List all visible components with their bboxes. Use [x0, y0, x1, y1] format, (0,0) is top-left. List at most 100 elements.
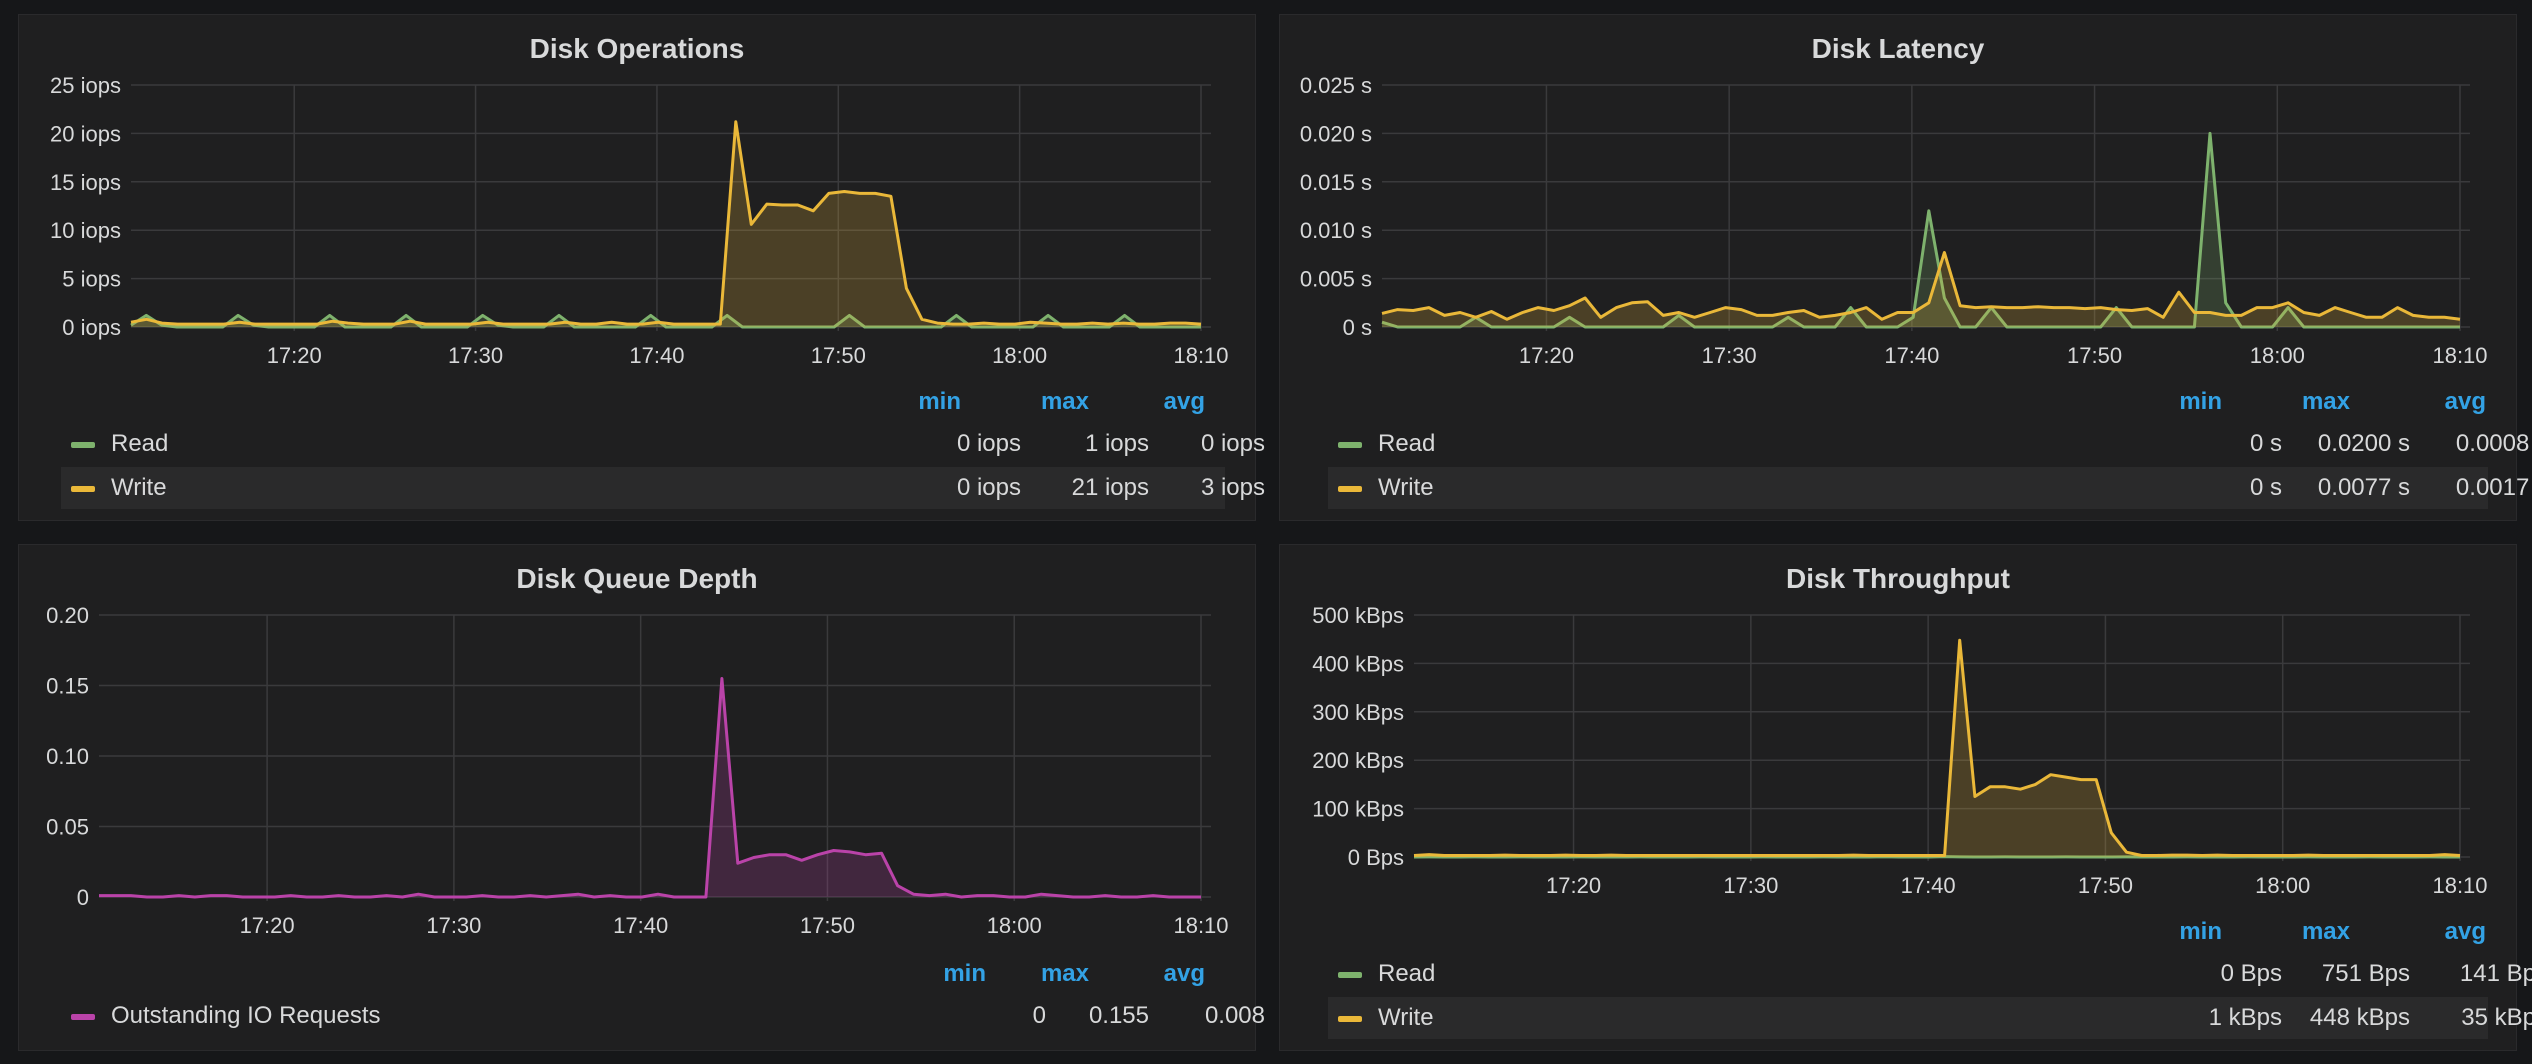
- x-tick-label: 18:00: [987, 913, 1042, 938]
- legend-header-min[interactable]: min: [2179, 388, 2222, 415]
- legend-item-label: Read: [1378, 960, 1436, 987]
- write-series-swatch: [1338, 1016, 1362, 1022]
- panel-disk-latency: Disk Latency 0 s 0.005 s 0.010 s 0.015 s 0.0…: [1279, 14, 2532, 521]
- series-area-outstanding-io-requests: [99, 678, 1201, 897]
- panel-title[interactable]: Disk Operations: [529, 33, 745, 64]
- legend-item-write[interactable]: Write 1 kBps 448 kBps 35 kBps: [1328, 997, 2532, 1039]
- legend-header-max[interactable]: max: [2301, 918, 2350, 945]
- x-tick-label: 18:10: [1173, 343, 1228, 368]
- series-line-read: [1381, 131, 2460, 329]
- legend-value-max: 21 iops: [1071, 474, 1149, 501]
- x-tick-label: 17:30: [426, 913, 481, 938]
- x-tick-label: 18:10: [2432, 343, 2487, 368]
- legend-header-min[interactable]: min: [943, 960, 986, 987]
- legend-header-avg[interactable]: avg: [1163, 960, 1205, 987]
- panel-disk-queue-depth: Disk Queue Depth 0 0.05 0.10 0.15 0.20 17:20 1…: [18, 544, 1265, 1051]
- chart-disk-queue-depth: 0 0.05 0.10 0.15 0.20 17:20 17:30 17:40 17:50 18:…: [46, 603, 1228, 938]
- x-tick-label: 18:00: [992, 343, 1047, 368]
- legend-value-avg: 0.0017 s: [2455, 474, 2532, 501]
- legend-header-avg[interactable]: avg: [2444, 388, 2486, 415]
- y-tick-label: 100 kBps: [1312, 797, 1404, 822]
- legend-value-avg: 35 kBps: [2461, 1004, 2532, 1031]
- chart-disk-latency: 0 s 0.005 s 0.010 s 0.015 s 0.020 s 0.025 s 17…: [1300, 73, 2488, 368]
- legend-value-min: 0 iops: [956, 474, 1021, 501]
- legend-header-max[interactable]: max: [1040, 388, 1089, 415]
- x-tick-label: 17:30: [1702, 343, 1757, 368]
- read-series-swatch: [1338, 972, 1362, 978]
- x-tick-label: 17:40: [1901, 873, 1956, 898]
- panel-title[interactable]: Disk Latency: [1811, 33, 1985, 64]
- legend-item-label: Write: [1378, 1004, 1434, 1031]
- legend-value-avg: 0.0008 s: [2455, 430, 2532, 457]
- x-tick-label: 17:30: [1723, 873, 1778, 898]
- legend-item-label: Outstanding IO Requests: [111, 1002, 381, 1029]
- series-line-write: [130, 120, 1202, 326]
- legend-value-min: 0: [1032, 1002, 1046, 1029]
- read-series-swatch: [1338, 442, 1362, 448]
- y-tick-label: 0 iops: [62, 315, 121, 340]
- x-tick-label: 17:20: [1546, 873, 1601, 898]
- panel-disk-operations: Disk Operations 0 iops 5 iops 10 iops 15 io…: [18, 14, 1265, 521]
- panel-title[interactable]: Disk Queue Depth: [516, 563, 758, 594]
- series-area-write: [1414, 640, 2460, 857]
- read-series-swatch: [71, 442, 95, 448]
- legend-value-min: 0 s: [2249, 430, 2282, 457]
- legend-header-max[interactable]: max: [1040, 960, 1089, 987]
- panel-disk-throughput: Disk Throughput 0 Bps 100 kBps 200 kBps 300…: [1279, 544, 2532, 1051]
- queue-series-swatch: [71, 1014, 95, 1020]
- y-tick-label: 300 kBps: [1312, 700, 1404, 725]
- legend-value-min: 0 s: [2249, 474, 2282, 501]
- legend-value-min: 0 Bps: [2220, 960, 2282, 987]
- y-tick-label: 20 iops: [50, 121, 121, 146]
- series-line-outstanding-io-requests: [99, 677, 1201, 899]
- write-series-swatch: [1338, 486, 1362, 492]
- legend-item-label: Read: [1378, 430, 1436, 457]
- series-line-write: [1413, 638, 2461, 857]
- y-tick-label: 200 kBps: [1312, 748, 1404, 773]
- legend-item-read[interactable]: Read 0 iops 1 iops 0 iops: [61, 423, 1265, 465]
- x-tick-label: 17:20: [1519, 343, 1574, 368]
- x-tick-label: 18:10: [1173, 913, 1228, 938]
- legend-header-avg[interactable]: avg: [1163, 388, 1205, 415]
- legend-header-avg[interactable]: avg: [2444, 918, 2486, 945]
- y-tick-label: 0 s: [1343, 315, 1372, 340]
- x-tick-label: 17:40: [1884, 343, 1939, 368]
- series-line-read: [130, 313, 1201, 329]
- legend-item-write[interactable]: Write 0 iops 21 iops 3 iops: [61, 467, 1265, 509]
- legend-item-read[interactable]: Read 0 s 0.0200 s 0.0008 s: [1328, 423, 2532, 465]
- y-tick-label: 0.10: [46, 744, 89, 769]
- legend-item-label: Write: [111, 474, 167, 501]
- x-tick-label: 17:40: [613, 913, 668, 938]
- x-tick-label: 17:50: [2067, 343, 2122, 368]
- chart-disk-operations: 0 iops 5 iops 10 iops 15 iops 20 iops 25 iops…: [50, 73, 1228, 368]
- legend-header-min[interactable]: min: [2179, 918, 2222, 945]
- legend-value-max: 0.0077 s: [2317, 474, 2410, 501]
- y-tick-label: 25 iops: [50, 73, 121, 98]
- x-tick-label: 17:40: [629, 343, 684, 368]
- legend-value-max: 0.0200 s: [2317, 430, 2410, 457]
- legend-value-max: 751 Bps: [2321, 960, 2410, 987]
- panel-title[interactable]: Disk Throughput: [1786, 563, 2010, 594]
- series-area-read: [1382, 133, 2460, 327]
- y-tick-label: 5 iops: [62, 267, 121, 292]
- legend-value-min: 1 kBps: [2208, 1004, 2282, 1031]
- x-tick-label: 18:00: [2250, 343, 2305, 368]
- legend-item-write[interactable]: Write 0 s 0.0077 s 0.0017 s: [1328, 467, 2532, 509]
- write-series-swatch: [71, 486, 95, 492]
- x-tick-label: 17:30: [448, 343, 503, 368]
- y-tick-label: 0 Bps: [1348, 845, 1404, 870]
- legend-value-min: 0 iops: [956, 430, 1021, 457]
- series-area-write: [131, 121, 1201, 327]
- y-tick-label: 500 kBps: [1312, 603, 1404, 628]
- legend-value-avg: 0.008: [1204, 1002, 1265, 1029]
- legend-item-read[interactable]: Read 0 Bps 751 Bps 141 Bps: [1328, 953, 2532, 995]
- legend-header-max[interactable]: max: [2301, 388, 2350, 415]
- x-tick-label: 17:20: [267, 343, 322, 368]
- legend-item-label: Write: [1378, 474, 1434, 501]
- x-tick-label: 18:00: [2255, 873, 2310, 898]
- legend-item-outstanding-io[interactable]: Outstanding IO Requests 0 0.155 0.008: [61, 995, 1265, 1037]
- y-tick-label: 0.010 s: [1300, 218, 1372, 243]
- x-tick-label: 18:10: [2432, 873, 2487, 898]
- legend-header-min[interactable]: min: [918, 388, 961, 415]
- chart-disk-throughput: 0 Bps 100 kBps 200 kBps 300 kBps 400 kBps 500…: [1312, 603, 2487, 898]
